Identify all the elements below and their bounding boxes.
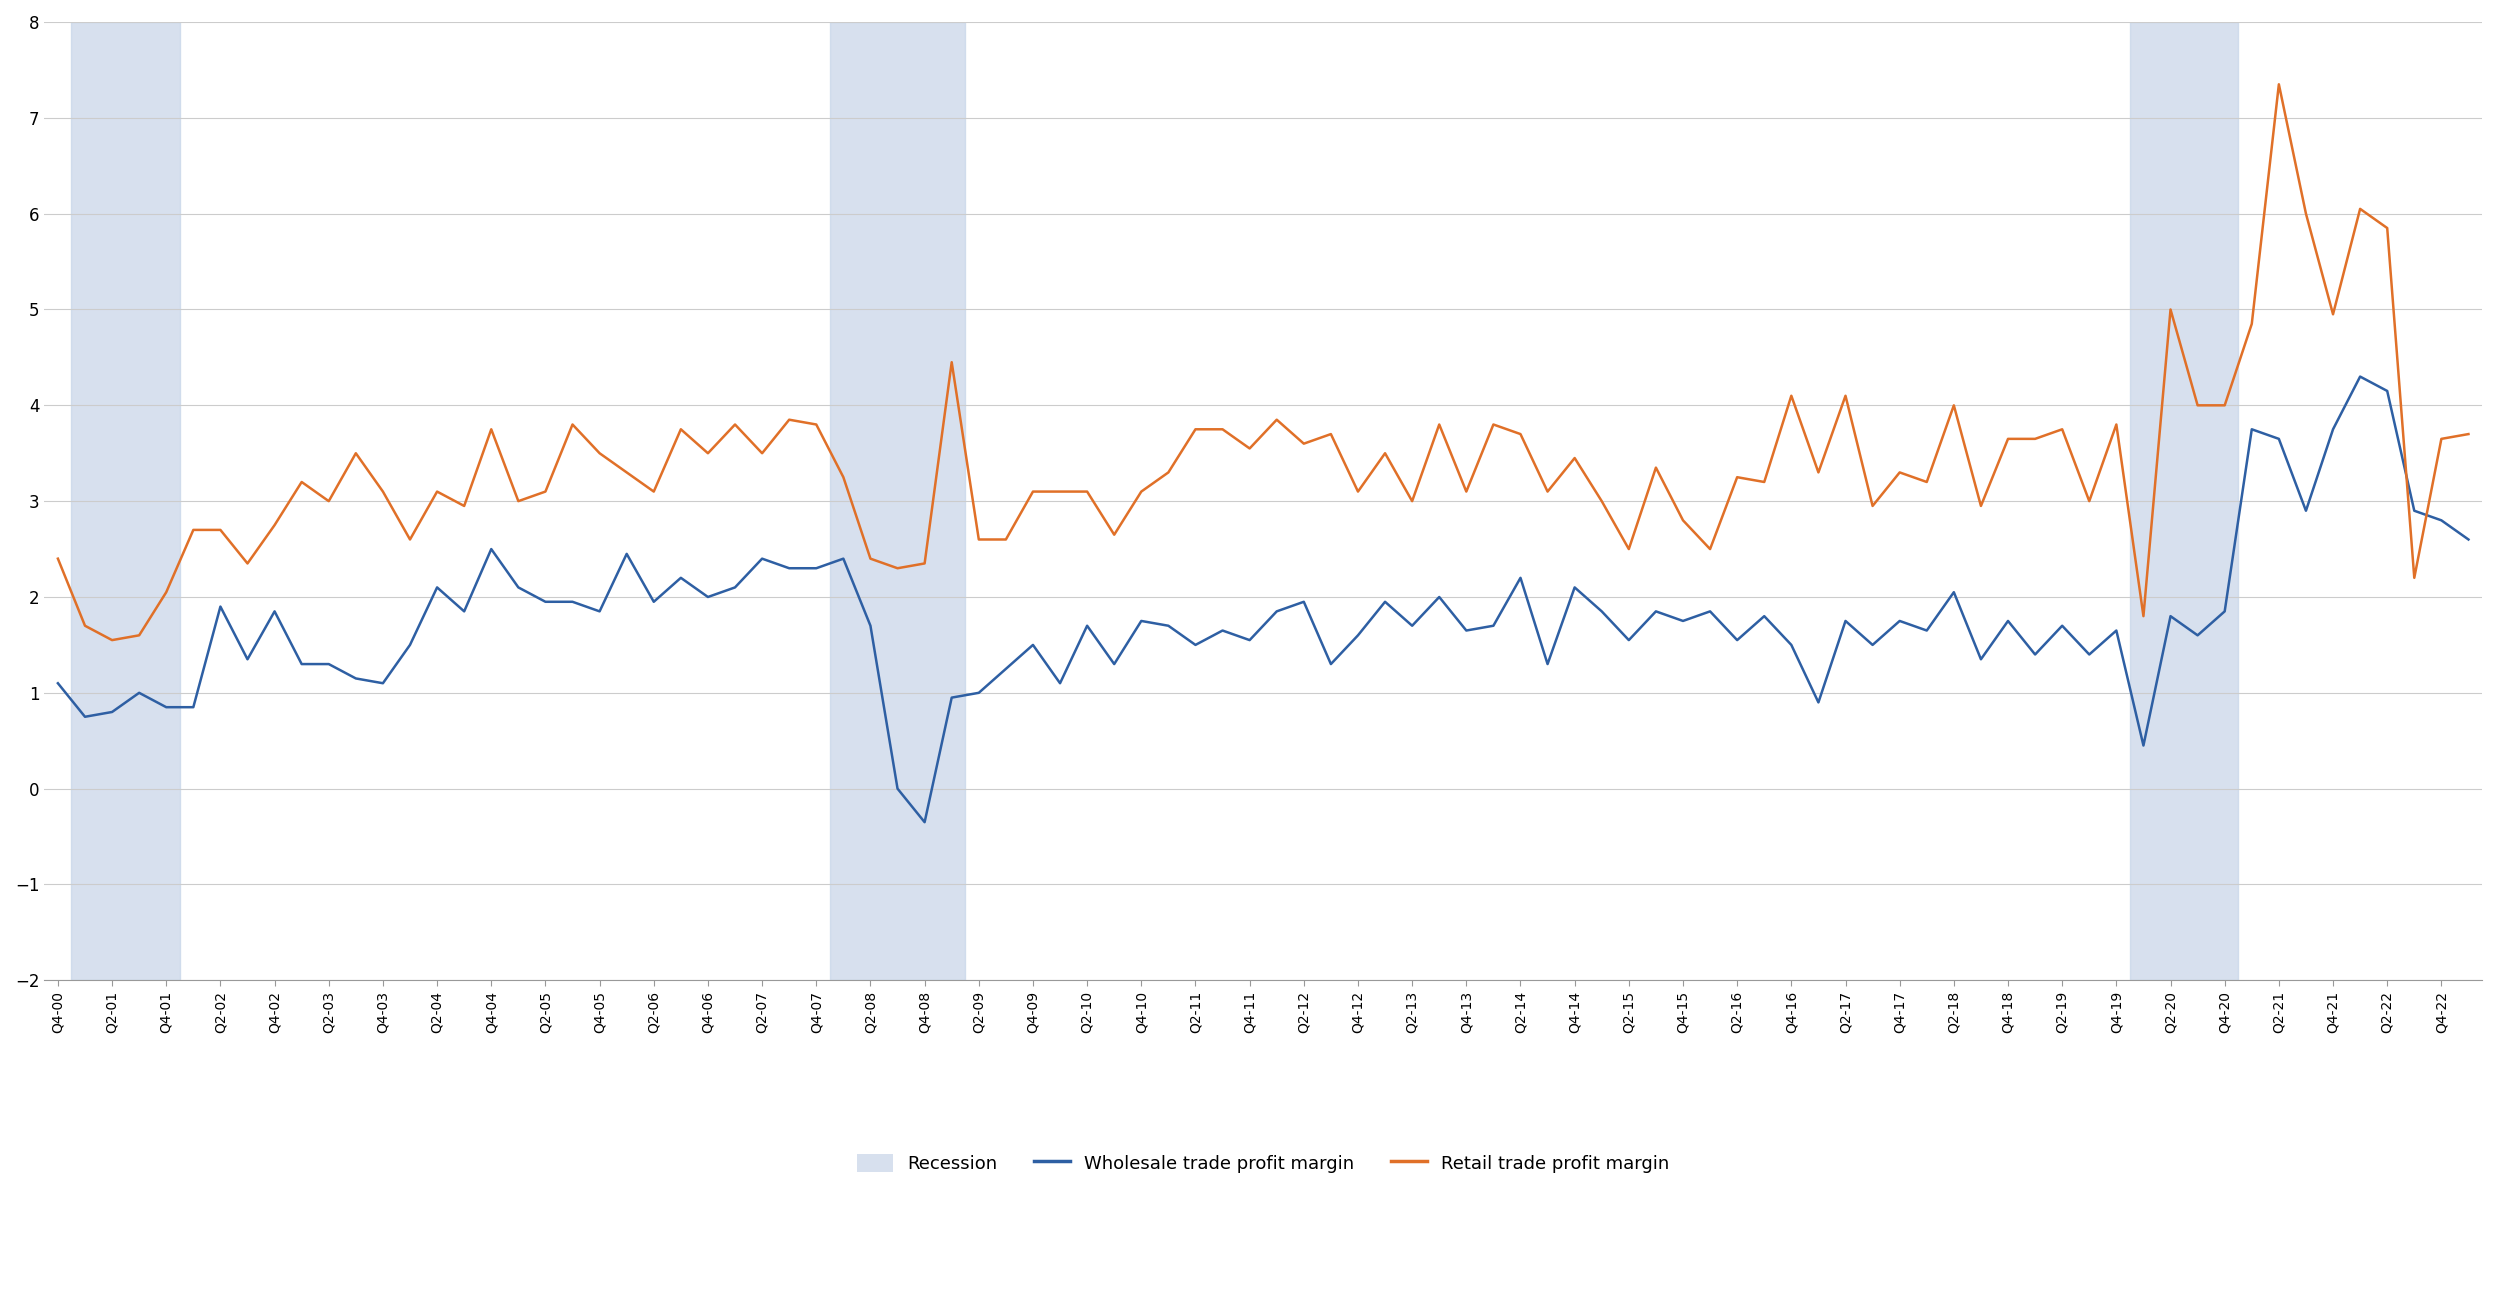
Legend: Recession, Wholesale trade profit margin, Retail trade profit margin: Recession, Wholesale trade profit margin… [849, 1144, 1678, 1183]
Bar [2130, 22, 2237, 980]
Bar [72, 22, 180, 980]
Bar [829, 22, 966, 980]
